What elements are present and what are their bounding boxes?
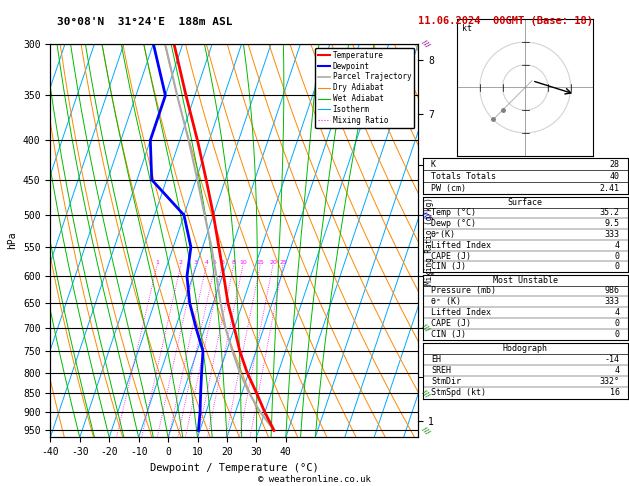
Text: 333: 333 <box>604 230 620 239</box>
Text: 4: 4 <box>615 366 620 375</box>
Text: 40: 40 <box>610 172 620 181</box>
Text: Pressure (mb): Pressure (mb) <box>431 286 496 295</box>
Text: 0: 0 <box>615 319 620 329</box>
Text: Lifted Index: Lifted Index <box>431 308 491 317</box>
Text: ///: /// <box>421 426 431 435</box>
Text: 28: 28 <box>610 159 620 169</box>
Text: 4: 4 <box>615 241 620 250</box>
Text: CIN (J): CIN (J) <box>431 262 466 271</box>
Text: 986: 986 <box>604 286 620 295</box>
Text: Lifted Index: Lifted Index <box>431 241 491 250</box>
Legend: Temperature, Dewpoint, Parcel Trajectory, Dry Adiabat, Wet Adiabat, Isotherm, Mi: Temperature, Dewpoint, Parcel Trajectory… <box>315 48 415 128</box>
Text: K: K <box>431 159 436 169</box>
Text: 35.2: 35.2 <box>599 208 620 217</box>
Text: StmSpd (kt): StmSpd (kt) <box>431 388 486 398</box>
Text: 2: 2 <box>179 260 183 265</box>
Text: 11.06.2024  00GMT (Base: 18): 11.06.2024 00GMT (Base: 18) <box>418 16 593 26</box>
Text: θᵉ (K): θᵉ (K) <box>431 297 461 307</box>
Text: CAPE (J): CAPE (J) <box>431 319 471 329</box>
Text: 10: 10 <box>239 260 247 265</box>
Text: 2.41: 2.41 <box>599 184 620 193</box>
Text: 6: 6 <box>220 260 224 265</box>
Text: 3: 3 <box>194 260 198 265</box>
Text: © weatheronline.co.uk: © weatheronline.co.uk <box>258 474 371 484</box>
Text: 16: 16 <box>610 388 620 398</box>
Text: 9.5: 9.5 <box>604 219 620 228</box>
Text: 0: 0 <box>615 330 620 339</box>
Text: 0: 0 <box>615 252 620 260</box>
Text: 332°: 332° <box>599 377 620 386</box>
Text: StmDir: StmDir <box>431 377 461 386</box>
Text: 333: 333 <box>604 297 620 307</box>
Text: EH: EH <box>431 355 441 364</box>
Text: 20: 20 <box>269 260 277 265</box>
Y-axis label: hPa: hPa <box>8 232 18 249</box>
Y-axis label: km
ASL: km ASL <box>442 219 459 241</box>
Text: Most Unstable: Most Unstable <box>493 276 558 285</box>
Text: 15: 15 <box>257 260 264 265</box>
Text: Surface: Surface <box>508 198 543 207</box>
Text: 1: 1 <box>155 260 159 265</box>
Text: Temp (°C): Temp (°C) <box>431 208 476 217</box>
Text: 4: 4 <box>204 260 208 265</box>
Text: Totals Totals: Totals Totals <box>431 172 496 181</box>
Text: ///: /// <box>421 388 431 398</box>
Text: Mixing Ratio (g/kg): Mixing Ratio (g/kg) <box>425 197 433 284</box>
Text: Dewp (°C): Dewp (°C) <box>431 219 476 228</box>
Text: Hodograph: Hodograph <box>503 344 548 353</box>
Text: 8: 8 <box>232 260 236 265</box>
Text: 30°08'N  31°24'E  188m ASL: 30°08'N 31°24'E 188m ASL <box>57 17 232 27</box>
Text: θᵉ(K): θᵉ(K) <box>431 230 456 239</box>
Text: 4: 4 <box>615 308 620 317</box>
Text: 5: 5 <box>213 260 217 265</box>
Text: 25: 25 <box>279 260 287 265</box>
X-axis label: Dewpoint / Temperature (°C): Dewpoint / Temperature (°C) <box>150 463 319 473</box>
Text: ///: /// <box>421 39 431 49</box>
Text: 0: 0 <box>615 262 620 271</box>
Text: ///: /// <box>421 323 431 333</box>
Text: ///: /// <box>421 210 431 220</box>
Text: CIN (J): CIN (J) <box>431 330 466 339</box>
Text: kt: kt <box>462 24 472 33</box>
Text: -14: -14 <box>604 355 620 364</box>
Text: PW (cm): PW (cm) <box>431 184 466 193</box>
Text: SREH: SREH <box>431 366 451 375</box>
Text: CAPE (J): CAPE (J) <box>431 252 471 260</box>
